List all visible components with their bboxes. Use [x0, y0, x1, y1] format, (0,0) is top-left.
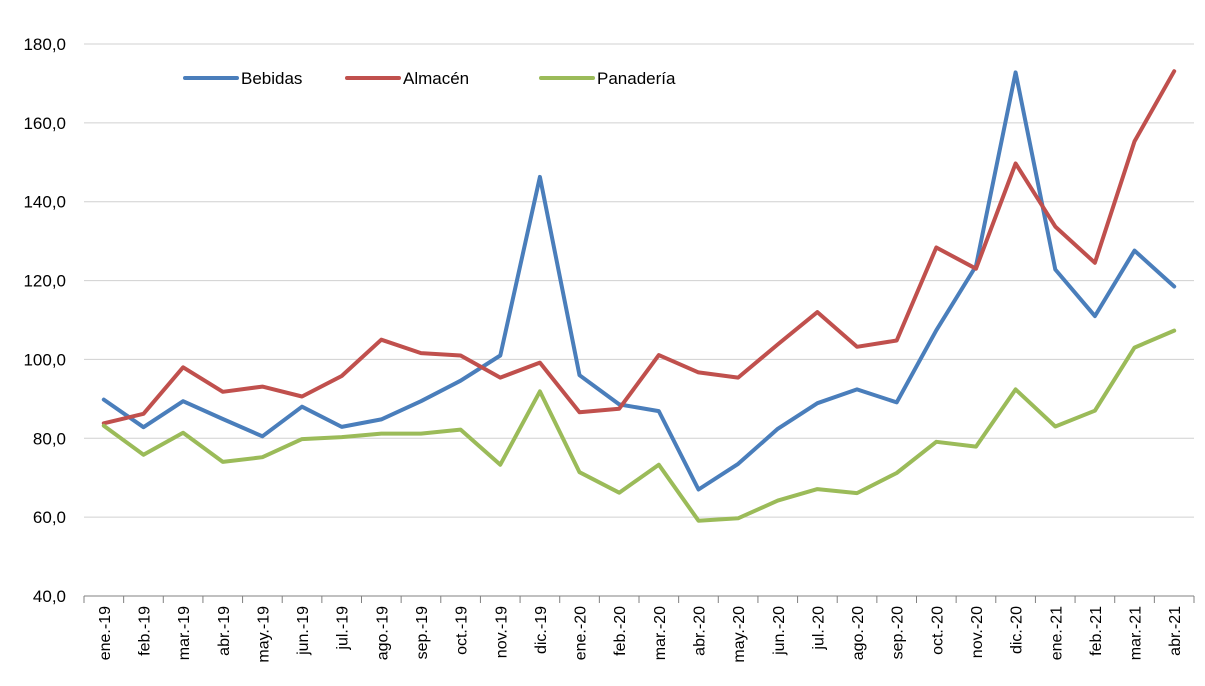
x-tick-label: ago.-20: [850, 606, 867, 660]
y-tick-label: 140,0: [23, 193, 66, 212]
x-tick-label: ene.-20: [573, 606, 590, 660]
y-tick-label: 40,0: [33, 587, 66, 606]
x-tick-label: oct.-19: [454, 606, 471, 655]
x-tick-label: nov.-20: [969, 606, 986, 658]
x-tick-label: abr.-19: [216, 606, 233, 656]
x-tick-label: mar.-21: [1128, 606, 1145, 660]
x-tick-label: jun.-19: [295, 606, 312, 656]
x-tick-label: dic.-20: [1009, 606, 1026, 654]
series-line-2: [101, 328, 1177, 523]
x-tick-label: may.-19: [255, 606, 272, 663]
x-tick-label: may.-20: [731, 606, 748, 663]
gridlines: [84, 43, 1194, 518]
series-line-0: [101, 70, 1177, 492]
legend: Bebidas Almacén Panadería: [183, 69, 676, 88]
x-tick-label: ene.-21: [1048, 606, 1065, 660]
y-tick-label: 160,0: [23, 114, 66, 133]
x-tick-label: mar.-20: [652, 606, 669, 660]
series-lines: [101, 69, 1177, 523]
y-tick-label: 100,0: [23, 350, 66, 369]
x-tick-label: dic.-19: [533, 606, 550, 654]
x-tick-label: feb.-20: [612, 606, 629, 656]
x-tick-label: feb.-21: [1088, 606, 1105, 656]
x-tick-label: abr.-21: [1167, 606, 1184, 656]
x-axis: [83, 595, 1195, 603]
x-tick-label: ene.-19: [97, 606, 114, 660]
x-tick-label: jul.-20: [810, 606, 827, 651]
x-tick-label: jun.-20: [771, 606, 788, 656]
legend-label-0: Bebidas: [241, 69, 302, 88]
x-tick-label: jul.-19: [335, 606, 352, 651]
x-tick-label: feb.-19: [136, 606, 153, 656]
x-tick-label: sep.-19: [414, 606, 431, 659]
legend-label-1: Almacén: [403, 69, 469, 88]
legend-label-2: Panadería: [597, 69, 676, 88]
x-tick-label: oct.-20: [929, 606, 946, 655]
x-axis-ticks: ene.-19 feb.-19 mar.-19 abr.-19 may.-19 jun.-…: [97, 606, 1184, 663]
x-tick-label: mar.-19: [176, 606, 193, 660]
y-axis-ticks: 40,0 60,0 80,0 100,0 120,0 140,0 160,0 180,0: [23, 35, 66, 606]
x-tick-label: abr.-20: [691, 606, 708, 656]
y-tick-label: 180,0: [23, 35, 66, 54]
series-line-1: [101, 69, 1177, 426]
x-tick-label: sep.-20: [890, 606, 907, 659]
y-tick-label: 120,0: [23, 272, 66, 291]
x-tick-label: nov.-19: [493, 606, 510, 658]
x-tick-label: ago.-19: [374, 606, 391, 660]
y-tick-label: 60,0: [33, 508, 66, 527]
y-tick-label: 80,0: [33, 429, 66, 448]
